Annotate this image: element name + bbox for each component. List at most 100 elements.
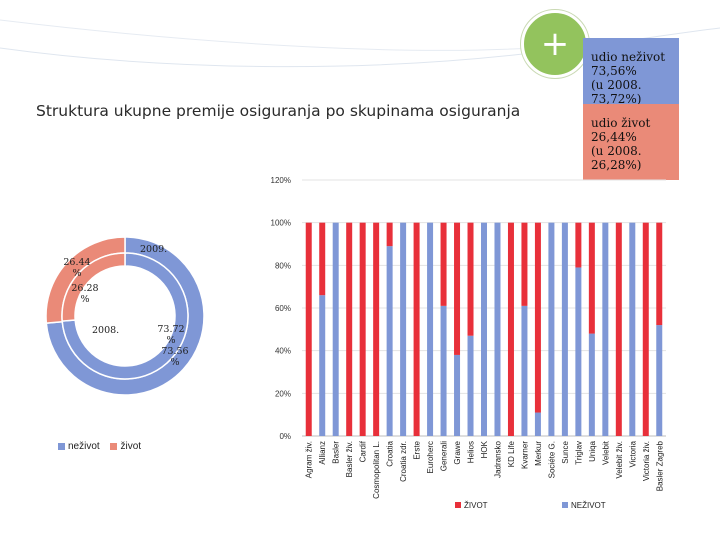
bar-nezivot <box>629 222 636 436</box>
x-tick-label: Kvarner <box>520 441 529 469</box>
add-button[interactable]: + <box>521 10 589 78</box>
bar-zivot <box>588 222 595 334</box>
bar-nezivot <box>548 222 555 436</box>
donut-legend: neživot život <box>58 441 149 452</box>
bar-zivot <box>305 222 312 436</box>
info-zivot-line3: (u 2008. <box>591 144 642 158</box>
info-zivot-line1: udio život <box>591 116 651 130</box>
x-tick-label: Victoria živ. <box>642 441 651 481</box>
x-tick-label: Helios <box>467 441 476 463</box>
donut-zivot-outer-value: 26.44 % <box>63 257 91 279</box>
x-tick-label: Velebit <box>601 440 610 465</box>
bar-zivot <box>467 222 474 336</box>
bar-nezivot <box>319 295 326 436</box>
legend-swatch <box>455 502 461 508</box>
info-nezivot-line2: 73,56% <box>591 64 637 78</box>
bar-zivot <box>575 222 582 268</box>
legend-item-nezivot: neživot <box>58 441 100 452</box>
x-tick-label: Allianz <box>318 441 327 465</box>
y-tick-label: 120% <box>271 176 291 185</box>
x-tick-label: Basler živ. <box>345 441 354 477</box>
x-tick-label: Basler <box>332 441 341 464</box>
bar-zivot <box>534 222 541 413</box>
bar-nezivot <box>386 246 393 436</box>
bar-nezivot <box>534 412 541 436</box>
bar-nezivot <box>454 354 461 436</box>
x-tick-label: KD Life <box>507 440 516 467</box>
bar-nezivot <box>481 222 487 436</box>
info-zivot-line2: 26,44% <box>591 130 637 144</box>
bar-nezivot <box>400 222 407 436</box>
x-tick-label: Cosmopolitan L. <box>372 441 381 499</box>
legend-label: ŽIVOT <box>464 501 488 510</box>
x-tick-label: HOK <box>480 440 489 458</box>
bar-nezivot <box>656 325 663 436</box>
x-tick-label: Cardif <box>359 440 368 462</box>
bar-zivot <box>346 222 353 436</box>
x-tick-label: Croatia <box>386 440 395 466</box>
x-tick-label: Generali <box>440 441 449 471</box>
header-decoration <box>0 19 720 68</box>
donut-nezivot-inner-value: 73.72 % <box>157 324 185 346</box>
bar-nezivot <box>588 333 595 436</box>
bar-nezivot <box>602 222 609 436</box>
bar-zivot <box>507 222 514 436</box>
legend-swatch-zivot <box>110 442 118 450</box>
y-tick-label: 60% <box>275 304 291 313</box>
donut-nezivot-outer-value: 73.56 % <box>161 346 189 368</box>
bar-zivot <box>656 222 663 326</box>
x-tick-label: Grawe <box>453 440 462 464</box>
x-tick-label: Basler Zagreb <box>655 440 664 491</box>
bar-zivot <box>440 222 447 306</box>
y-tick-label: 0% <box>279 432 291 441</box>
bar-zivot <box>319 222 326 296</box>
x-tick-label: Erste <box>413 440 422 459</box>
x-tick-label: Agram živ. <box>305 441 314 478</box>
x-tick-label: Croatia zdr. <box>399 441 408 482</box>
y-tick-label: 40% <box>275 347 291 356</box>
bar-zivot <box>413 222 420 436</box>
bar-nezivot <box>332 222 339 436</box>
bar-nezivot <box>427 222 434 436</box>
x-tick-label: Merkur <box>534 441 543 466</box>
x-tick-label: Uniqa <box>588 440 597 461</box>
legend-label-nezivot: neživot <box>68 441 100 452</box>
legend-item-zivot: život <box>110 441 141 452</box>
legend-label: NEŽIVOT <box>571 501 606 510</box>
bar-nezivot <box>521 305 528 436</box>
legend-swatch-nezivot <box>58 442 65 450</box>
bar-nezivot <box>561 222 568 436</box>
x-tick-label: Velebit živ. <box>615 441 624 479</box>
info-box-zivot: udio život 26,44% (u 2008. 26,28%) <box>583 104 679 180</box>
info-box-nezivot: udio neživot 73,56% (u 2008. 73,72%) <box>583 38 679 106</box>
bar-zivot <box>386 222 393 247</box>
bar-nezivot <box>467 335 474 436</box>
bar-zivot <box>615 222 622 436</box>
y-tick-label: 100% <box>271 219 291 228</box>
x-tick-label: Jadransko <box>493 440 502 477</box>
x-tick-label: Victoria <box>628 440 637 467</box>
info-zivot-line4: 26,28%) <box>591 158 642 172</box>
bar-zivot <box>521 222 528 306</box>
bar-zivot <box>359 222 366 436</box>
plus-icon: + <box>540 24 570 64</box>
bar-nezivot <box>440 305 447 436</box>
x-tick-label: Sunce <box>561 440 570 463</box>
y-tick-label: 80% <box>275 261 291 270</box>
legend-swatch <box>562 502 568 508</box>
x-tick-label: Euroherc <box>426 441 435 473</box>
bar-zivot <box>642 222 649 436</box>
bar-zivot <box>454 222 461 355</box>
donut-chart <box>45 236 205 396</box>
info-nezivot-line3: (u 2008. 73,72%) <box>591 78 642 106</box>
info-nezivot-line1: udio neživot <box>591 50 666 64</box>
bar-zivot <box>373 222 380 436</box>
bar-nezivot <box>575 267 582 436</box>
x-tick-label: Triglav <box>574 441 583 465</box>
donut-zivot-inner-value: 26.28 % <box>71 283 99 305</box>
legend-label-zivot: život <box>120 441 142 452</box>
x-tick-label: Sociéte G. <box>547 441 556 478</box>
donut-outer-year-label: 2009. <box>140 244 168 255</box>
donut-inner-year-label: 2008. <box>92 325 120 336</box>
